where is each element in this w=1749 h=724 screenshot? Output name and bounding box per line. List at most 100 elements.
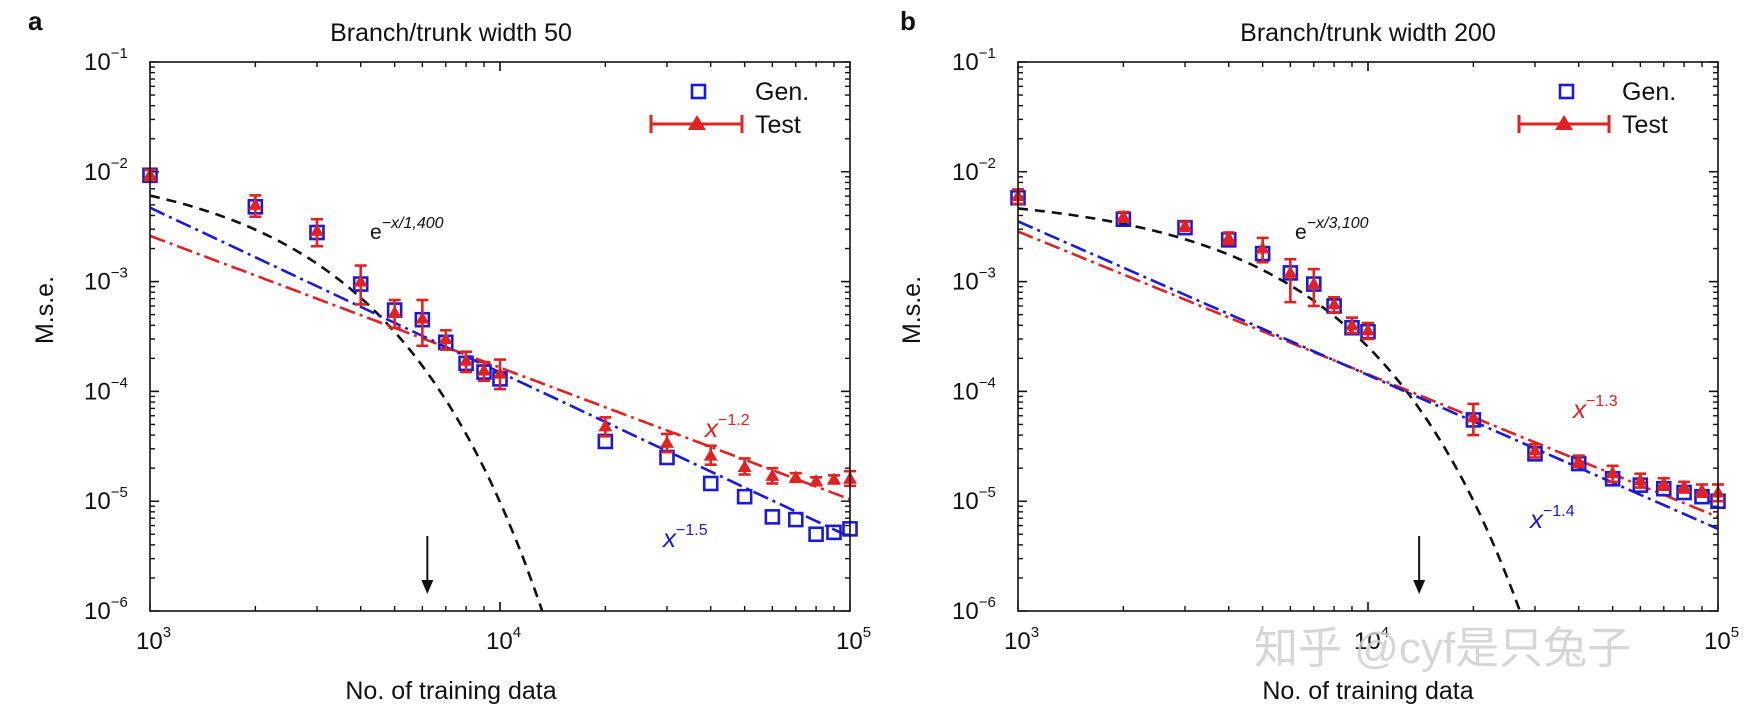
y-tick-label: 10−2 [84,155,128,186]
fit-label-exp: e−x/1,400 [370,215,444,244]
series-gen [142,167,858,543]
test-point [765,468,780,481]
test-point [1605,466,1620,479]
series-test [143,167,857,488]
test-point [1221,230,1236,243]
y-tick-label: 10−3 [84,265,128,296]
test-point [1527,443,1542,456]
y-tick-label: 10−1 [84,45,128,76]
test-point [1283,265,1298,278]
legend: Gen. Test [1517,78,1676,139]
test-point [1633,473,1648,486]
test-point [387,305,402,318]
fit-line-exp-exp [1018,207,1522,611]
axis-ticks [149,61,851,612]
gen-point [826,524,842,541]
chart-title: Branch/trunk width 200 [1240,19,1496,47]
test-point [353,274,368,287]
test-point [809,474,824,487]
test-point [1177,219,1192,232]
x-tick-label: 103 [136,624,171,655]
test-point [737,459,752,472]
test-point [415,311,430,324]
fit-line-power-gen [1018,220,1718,531]
test-point [459,353,474,366]
test-point [659,435,674,448]
test-point [1327,297,1342,310]
fit-label-test: x−1.2 [703,412,750,443]
x-tick-label: 105 [1704,624,1739,655]
test-point [703,448,718,461]
x-tick-label: 104 [486,624,521,655]
panel-b: b Branch/trunk width 200 No. of training… [898,6,1739,705]
y-tick-label: 10−6 [952,594,996,625]
y-tick-label: 10−1 [952,45,996,76]
transition-arrow [421,536,434,594]
gen-point [764,509,781,525]
y-tick-label: 10−5 [84,484,128,515]
test-point [1255,241,1270,254]
test-point [1344,318,1359,331]
tick-labels: 10−6 10−5 10−4 10−3 10−2 10−1 103 104 105 [952,45,1739,655]
legend-test-marker [1517,115,1611,133]
test-point [1694,483,1709,496]
y-tick-label: 10−3 [952,265,996,296]
test-point [1677,479,1692,492]
fit-line-exp-exp [150,194,544,611]
test-point [1361,323,1375,336]
y-tick-label: 10−2 [952,155,996,186]
tick-labels: 10−6 10−5 10−4 10−3 10−2 10−1 103 104 105 [84,45,871,655]
y-tick-label: 10−5 [952,484,996,515]
arrow-head [421,580,434,594]
arrow-head [1413,580,1426,594]
test-point [1116,209,1131,222]
legend-gen-marker [1558,83,1575,100]
legend-gen-marker [690,83,707,100]
y-tick-label: 10−4 [84,374,128,405]
plot-frame [149,61,851,612]
test-point [493,366,507,379]
gen-point [808,526,824,543]
test-point [309,223,324,236]
fit-label-gen: x−1.5 [661,522,708,553]
test-point [598,419,613,432]
test-point [1571,454,1586,467]
fit-label-exp: e−x/3,100 [1295,215,1369,244]
watermark: 知乎 @cyf是只兔子 [1254,624,1631,673]
transition-arrow [1413,536,1426,594]
legend-test-marker [649,115,744,133]
gen-point [736,488,753,505]
x-axis-label: No. of training data [1262,677,1473,705]
y-tick-label: 10−4 [952,374,996,405]
panel-a: a Branch/trunk width 50 No. of training … [28,6,871,705]
fit-line-power-test [150,234,850,501]
y-axis-label: M.s.e. [898,276,926,344]
test-point [1466,410,1481,423]
plot-frame [1017,61,1719,612]
panel-letter: b [900,6,916,36]
legend-test-label: Test [1622,111,1668,139]
x-tick-label: 104 [1354,624,1389,655]
legend-test-label: Test [755,111,801,139]
x-tick-label: 103 [1004,624,1039,655]
panel-letter: a [28,6,43,36]
series-test [1011,188,1725,503]
series-gen [1010,189,1726,510]
fit-label-test: x−1.3 [1571,393,1618,424]
test-point [826,472,841,485]
test-point [1306,277,1321,290]
x-axis-label: No. of training data [345,677,556,705]
test-point [248,197,263,210]
gen-point [702,475,719,492]
fit-label-gen: x−1.4 [1528,503,1575,534]
test-point [476,363,491,376]
test-point [438,332,453,345]
legend-gen-label: Gen. [755,78,809,106]
y-axis-label: M.s.e. [31,276,59,344]
test-point [1656,476,1671,489]
chart-title: Branch/trunk width 50 [330,19,572,47]
test-point [788,470,803,483]
legend: Gen. Test [649,78,809,139]
x-tick-label: 105 [836,624,871,655]
